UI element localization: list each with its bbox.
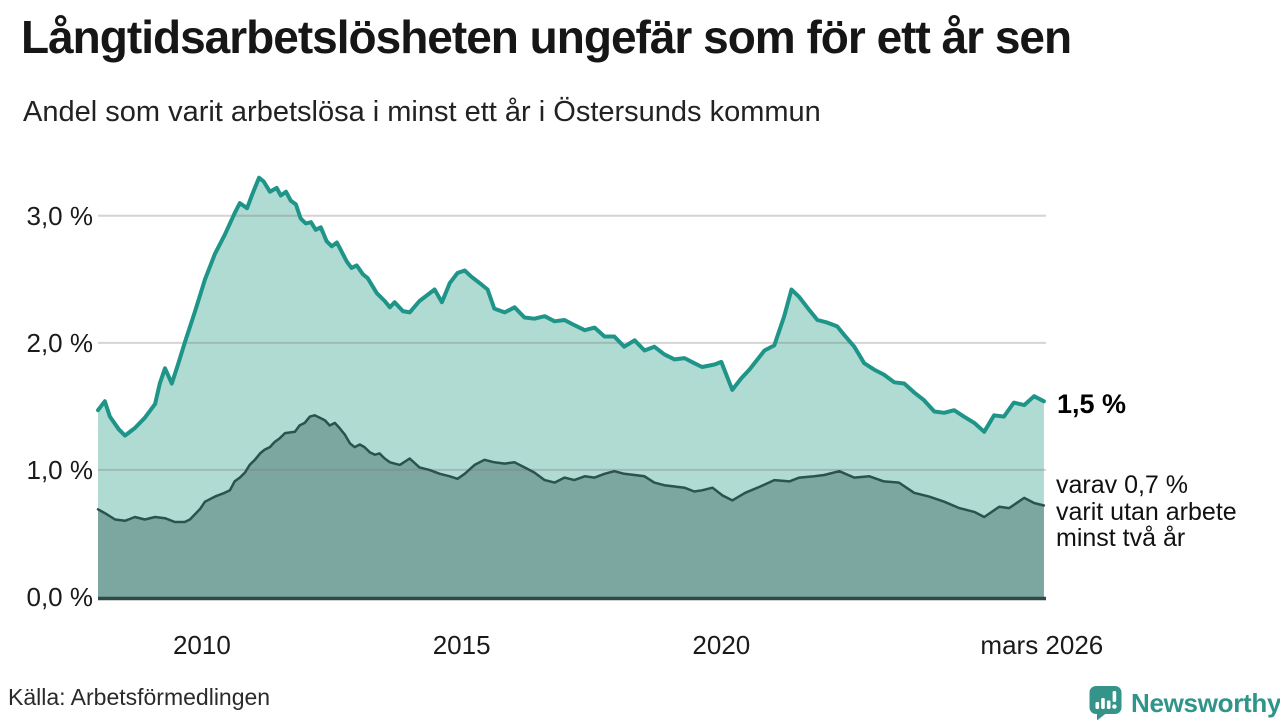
- area-fill-series-1: [98, 415, 1044, 597]
- x-tick-label: 2010: [172, 630, 231, 660]
- x-tick-label: 2015: [432, 630, 491, 660]
- x-tick-label: mars 2026: [980, 630, 1104, 660]
- source-note: Källa: Arbetsförmedlingen: [8, 684, 271, 710]
- newsworthy-logo: Newsworthy: [1087, 684, 1280, 720]
- x-tick-label: 2020: [692, 630, 751, 660]
- logo-exclamation-icon: [1112, 691, 1117, 702]
- page-title: Långtidsarbetslösheten ungefär som för e…: [21, 11, 1072, 63]
- latest-value-label: 1,5 %: [1057, 389, 1127, 419]
- newsworthy-logo-icon: [1089, 686, 1122, 720]
- logo-bar-icon: [1095, 702, 1100, 709]
- newsworthy-logo-text: Newsworthy: [1131, 688, 1280, 718]
- logo-exclamation-dot-icon: [1112, 704, 1117, 709]
- y-tick-label: 3,0 %: [26, 200, 94, 231]
- y-tick-label: 1,0 %: [26, 454, 94, 485]
- y-tick-label: 2,0 %: [26, 327, 94, 358]
- trend-line-series-1: [96, 414, 1046, 524]
- logo-bar-icon: [1101, 698, 1105, 709]
- logo-bar-icon: [1106, 700, 1111, 709]
- y-tick-label: 0,0 %: [26, 582, 94, 612]
- page-subtitle: Andel som varit arbetslösa i minst ett å…: [23, 96, 821, 128]
- trend-line-series-0: [96, 175, 1046, 438]
- latest-value-note: varav 0,7 % varit utan arbete minst två …: [1056, 471, 1237, 552]
